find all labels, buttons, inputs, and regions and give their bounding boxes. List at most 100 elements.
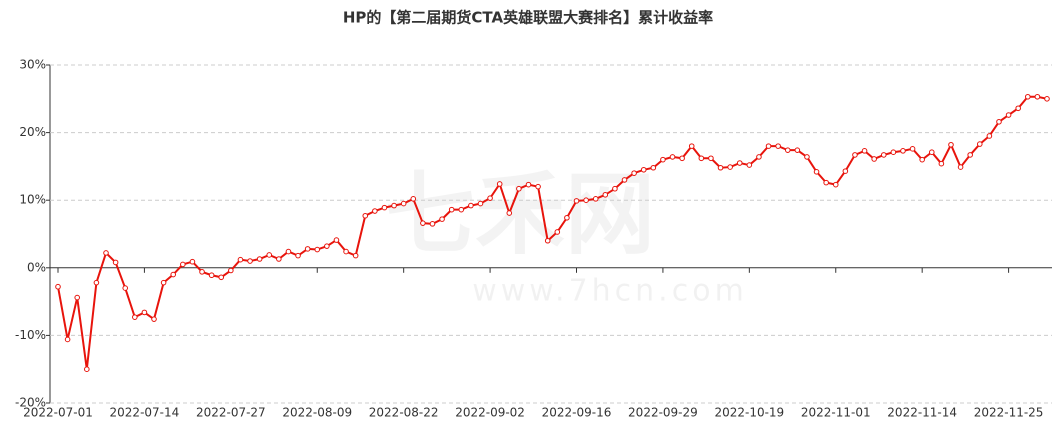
point	[1034, 93, 1041, 100]
point	[112, 259, 119, 266]
x-tick-label: 2022-07-14	[110, 406, 180, 420]
chart-title: HP的【第二届期货CTA英雄联盟大赛排名】累计收益率	[343, 9, 713, 27]
point	[381, 204, 388, 211]
point	[756, 154, 762, 160]
point	[439, 216, 445, 222]
point	[295, 252, 301, 259]
point	[602, 191, 609, 198]
point	[410, 196, 417, 202]
point	[554, 229, 561, 235]
point	[640, 166, 647, 173]
point	[343, 248, 349, 255]
y-tick-label: -10%	[15, 328, 46, 342]
x-tick-label: 2022-08-09	[282, 406, 352, 420]
point	[861, 148, 868, 154]
point	[180, 261, 186, 268]
point	[784, 147, 791, 153]
x-tick-label: 2022-11-01	[801, 406, 871, 420]
point	[573, 198, 580, 204]
point	[74, 294, 81, 301]
point	[160, 279, 167, 286]
point	[304, 246, 311, 252]
point	[957, 164, 964, 170]
point	[151, 316, 157, 322]
point	[199, 269, 205, 275]
point	[1024, 93, 1031, 100]
point	[285, 248, 292, 255]
point	[468, 202, 474, 209]
x-tick-label: 2022-09-16	[542, 406, 612, 420]
y-tick-label: -20%	[15, 396, 46, 410]
point	[900, 148, 906, 154]
point	[516, 185, 522, 192]
point	[871, 156, 877, 162]
point	[276, 256, 282, 262]
point	[698, 155, 705, 162]
x-tick-label: 2022-09-29	[628, 406, 698, 420]
point	[132, 314, 138, 320]
point	[909, 146, 916, 152]
y-tick-label: 0%	[27, 260, 46, 274]
point	[804, 154, 810, 160]
point	[765, 143, 772, 149]
point	[612, 185, 618, 192]
point	[996, 118, 1002, 125]
point	[669, 154, 676, 160]
point	[506, 210, 513, 216]
point	[679, 155, 685, 162]
point	[103, 250, 109, 256]
point	[813, 169, 820, 175]
point	[746, 162, 753, 168]
point	[477, 200, 484, 207]
point	[400, 200, 407, 207]
point	[535, 183, 541, 190]
point	[621, 177, 628, 183]
point	[170, 271, 177, 278]
point	[688, 143, 695, 149]
x-tick-label: 2022-09-02	[455, 406, 525, 420]
point	[592, 196, 599, 202]
point	[1044, 96, 1050, 102]
point	[122, 285, 129, 291]
point	[583, 197, 589, 203]
point	[880, 152, 887, 158]
point	[228, 267, 234, 274]
watermark: 七禾网	[385, 162, 655, 267]
point	[986, 133, 993, 139]
point	[189, 258, 196, 265]
point	[448, 206, 455, 213]
point	[64, 336, 71, 343]
x-tick-label: 2022-10-19	[714, 406, 784, 420]
x-tick-label: 2022-11-25	[974, 406, 1044, 420]
point	[919, 156, 925, 163]
point	[55, 283, 61, 290]
point	[525, 181, 532, 188]
x-tick-label: 2022-11-14	[887, 406, 957, 420]
point	[660, 156, 666, 163]
point	[967, 152, 973, 158]
point	[823, 179, 829, 186]
x-tick-label: 2022-08-22	[369, 406, 439, 420]
point	[727, 164, 733, 170]
point	[208, 272, 215, 279]
point	[717, 164, 724, 171]
point	[890, 149, 897, 156]
point	[218, 274, 225, 281]
point	[256, 256, 263, 262]
point	[708, 155, 714, 162]
point	[420, 220, 426, 226]
point	[938, 160, 945, 167]
point	[976, 141, 983, 147]
y-tick-label: 20%	[19, 125, 46, 139]
point	[84, 366, 90, 373]
point	[928, 149, 935, 156]
point	[1015, 105, 1021, 112]
point	[487, 195, 493, 201]
point	[237, 256, 244, 263]
point	[496, 181, 503, 187]
point	[775, 143, 781, 149]
point	[736, 160, 743, 166]
point	[1005, 112, 1012, 118]
point	[852, 152, 858, 158]
